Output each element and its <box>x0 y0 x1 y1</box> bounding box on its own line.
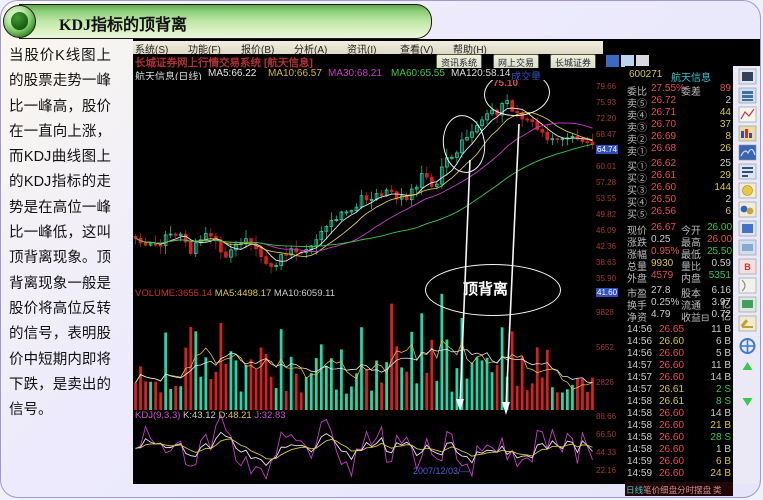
svg-text:B: B <box>744 262 751 272</box>
